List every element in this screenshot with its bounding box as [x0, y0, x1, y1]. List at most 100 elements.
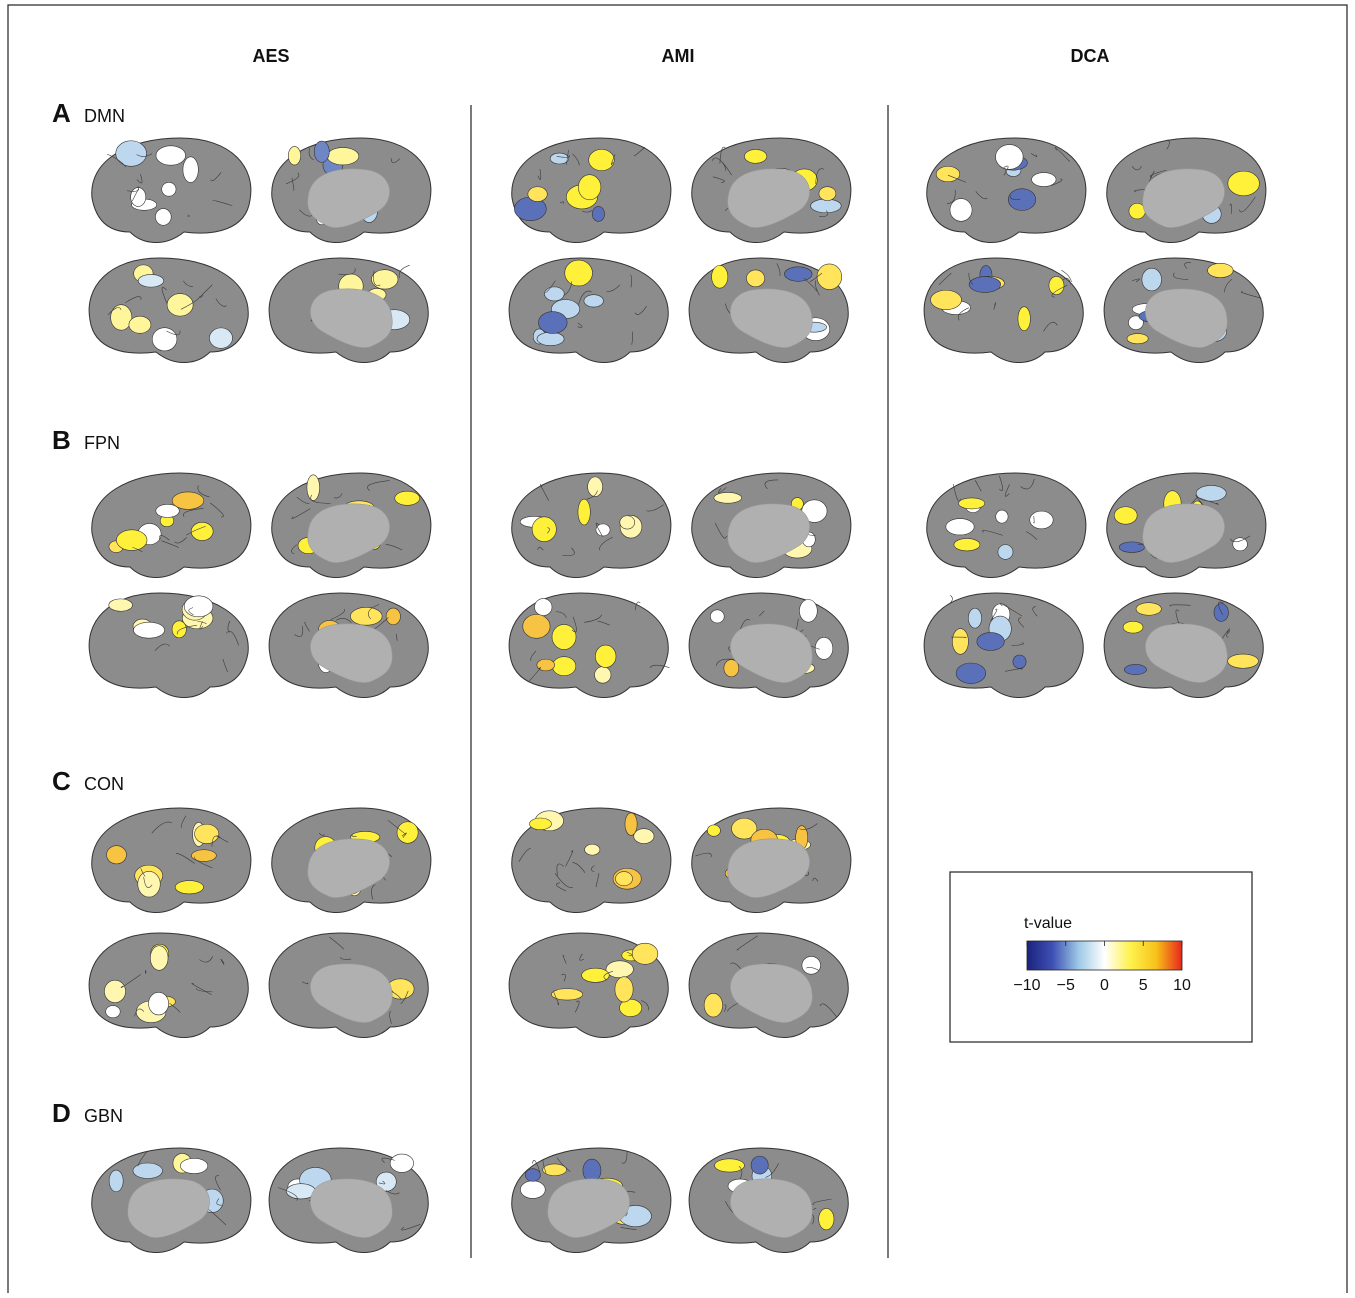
colorbar-tick-label: 5 [1139, 977, 1148, 994]
brain-patch [550, 153, 569, 164]
brain [92, 808, 251, 913]
brain [269, 933, 428, 1038]
brain-patch [138, 871, 161, 897]
network-label: GBN [84, 1106, 123, 1126]
brain-patch [578, 175, 601, 200]
brain-patch [1008, 189, 1035, 211]
brain-patch [714, 492, 742, 503]
brain-patch [386, 608, 400, 625]
brain-patch [180, 1158, 207, 1173]
brain-patch [1208, 263, 1234, 277]
brain-patch [606, 961, 633, 978]
brain-patch [751, 1156, 768, 1174]
brain [512, 138, 671, 243]
brain [1104, 593, 1263, 698]
brain-patch [1123, 621, 1143, 633]
brain-patch [1196, 485, 1226, 501]
brain [689, 1148, 848, 1253]
brain [89, 258, 248, 363]
brain-patch [710, 610, 724, 623]
brain-patch [1228, 654, 1259, 668]
colorbar-tick-label: −5 [1057, 977, 1075, 994]
brain-patch [1119, 542, 1144, 553]
brain-patch [183, 157, 198, 183]
brain-patch [954, 538, 980, 550]
brain-patch [712, 265, 728, 288]
brain-patch [977, 633, 1004, 651]
brain-patch [956, 663, 986, 684]
brain-patch [1136, 603, 1161, 616]
brain-patch [930, 290, 961, 309]
brain-patch [162, 182, 176, 196]
brain [512, 1148, 671, 1253]
brain-patch [615, 872, 632, 886]
brain-patch [625, 813, 637, 836]
brain-patch [1228, 171, 1260, 196]
brain [692, 808, 851, 913]
brain-patch [172, 621, 186, 638]
brain-patch [191, 850, 216, 862]
brain-patch [152, 328, 177, 351]
brain-patch [582, 968, 610, 982]
brain [509, 593, 669, 698]
brain-patch [632, 943, 658, 964]
brain-patch [959, 498, 985, 509]
brain [1107, 473, 1266, 578]
brain-patch [538, 312, 567, 334]
brain-patch [528, 187, 547, 202]
brain [512, 808, 671, 913]
colorbar-tick-label: 10 [1173, 977, 1191, 994]
brain-patch [150, 946, 168, 971]
brain-patch [1013, 655, 1026, 668]
brain-patch [523, 614, 550, 638]
brain-patch [138, 274, 164, 287]
brain-patch [307, 475, 320, 501]
brain-patch [116, 530, 147, 551]
brain-patch [288, 146, 300, 165]
brain-patch [802, 956, 821, 974]
brain-patch [1114, 507, 1137, 524]
brain [692, 473, 851, 578]
panel-letter: C [52, 766, 71, 796]
brain-patch [104, 980, 125, 1003]
panel-letter: A [52, 98, 71, 128]
brain [269, 258, 428, 363]
brain-patch [1233, 538, 1248, 551]
brain [927, 473, 1086, 578]
brain-patch [131, 188, 146, 207]
brain-patch [578, 499, 590, 525]
brain-patch [129, 316, 151, 333]
brain-patch [1127, 334, 1148, 344]
brain-patch [209, 328, 232, 348]
brain-patch [537, 332, 564, 345]
brain-patch [175, 881, 203, 894]
brain-patch [585, 844, 600, 855]
column-header: AES [252, 46, 289, 66]
brain-patch [592, 206, 604, 221]
brain-maps [89, 138, 1266, 1253]
brain-patch [107, 846, 127, 864]
brain-patch [155, 209, 171, 226]
brain-patch [397, 822, 418, 844]
colorbar-tick-label: −10 [1013, 977, 1040, 994]
brain-patch [106, 1006, 121, 1018]
brain-patch [390, 1154, 413, 1172]
brain-patch [552, 624, 576, 649]
brain-patch [968, 608, 981, 628]
brain-patch [350, 607, 382, 625]
brain-patch [634, 829, 654, 844]
brain-patch [1049, 276, 1064, 294]
brain-patch [746, 270, 764, 287]
legend-title: t-value [1024, 915, 1072, 932]
brain [92, 1148, 251, 1253]
brain-patch [996, 510, 1008, 523]
brain-patch [583, 1159, 601, 1182]
brain-patch [327, 148, 359, 165]
brain-patch [109, 599, 133, 611]
brain-patch [109, 1170, 123, 1192]
brain-patch [799, 599, 817, 622]
brain-patch [191, 522, 213, 540]
brain [689, 593, 848, 698]
brain-patch [544, 287, 564, 301]
